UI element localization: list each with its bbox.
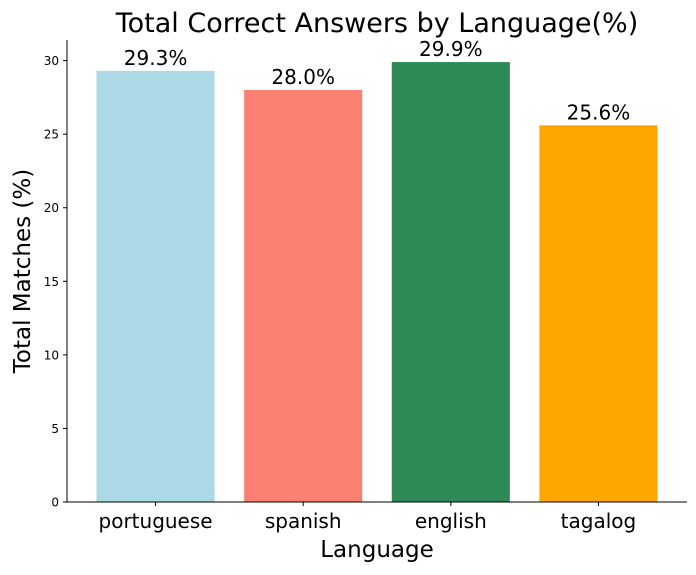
y-tick-label-5: 5: [51, 422, 59, 436]
chart-title: Total Correct Answers by Language(%): [115, 8, 639, 39]
value-label-spanish: 28.0%: [271, 65, 335, 89]
bar-portuguese: [96, 70, 215, 503]
y-tick-label-15: 15: [44, 275, 59, 289]
bar-tagalog: [539, 125, 658, 502]
bar-spanish: [244, 90, 363, 502]
value-labels-layer: 29.3% 28.0% 29.9% 25.6%: [124, 37, 630, 124]
y-ticks-layer: 0 5 10 15 20 25 30: [44, 54, 67, 510]
value-label-portuguese: 29.3%: [124, 46, 188, 70]
x-axis-label: Language: [320, 537, 434, 563]
y-tick-label-0: 0: [51, 496, 59, 510]
x-tick-label-spanish: spanish: [265, 509, 342, 533]
y-tick-label-25: 25: [44, 128, 59, 142]
y-tick-label-30: 30: [44, 54, 59, 68]
y-axis-label: Total Matches (%): [10, 169, 36, 374]
y-tick-label-10: 10: [44, 348, 59, 362]
value-label-tagalog: 25.6%: [567, 100, 631, 124]
y-tick-label-20: 20: [44, 201, 59, 215]
bars-layer: [96, 62, 658, 503]
value-label-english: 29.9%: [419, 37, 483, 61]
x-tick-label-portuguese: portuguese: [99, 509, 213, 533]
x-tick-label-tagalog: tagalog: [561, 509, 637, 533]
x-ticks-layer: portuguese spanish english tagalog: [99, 502, 637, 533]
x-tick-label-english: english: [415, 509, 487, 533]
bar-english: [391, 62, 510, 502]
